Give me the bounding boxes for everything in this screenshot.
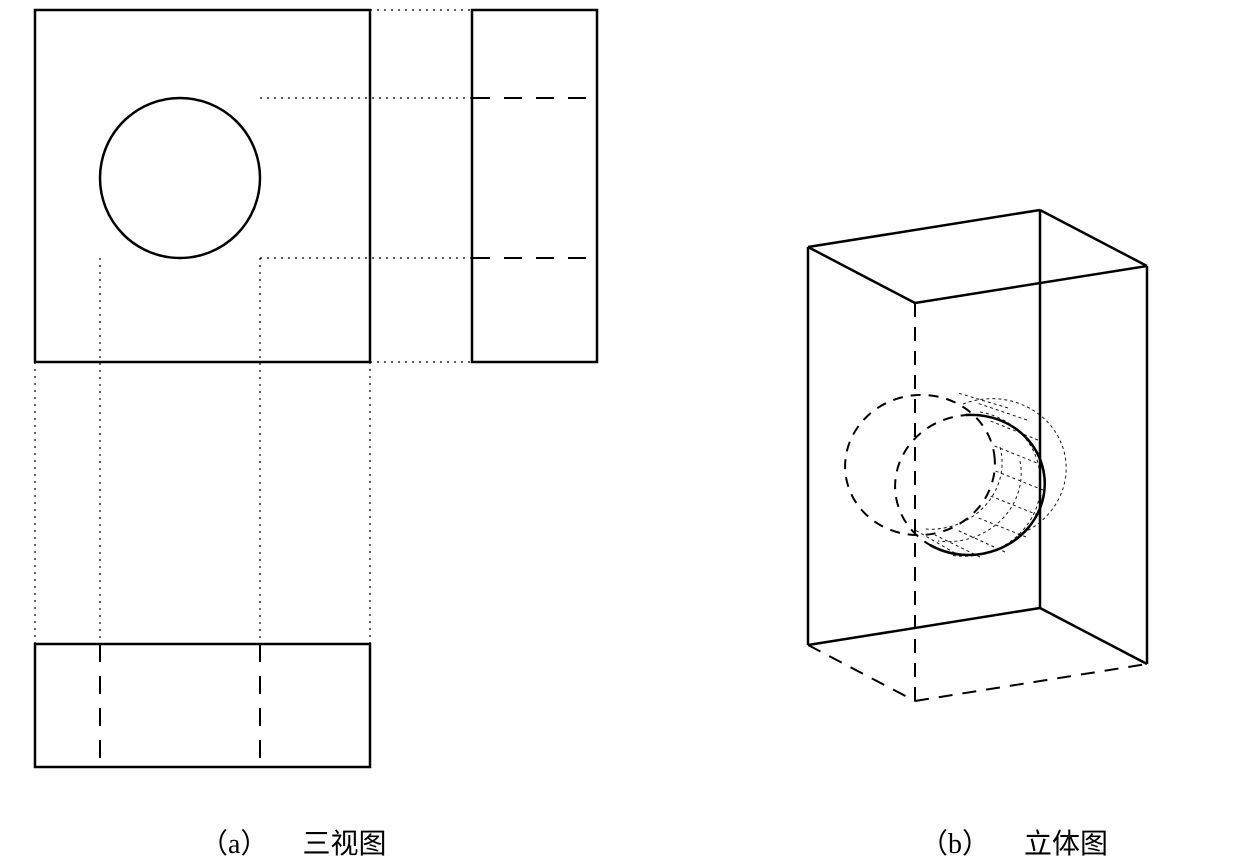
hole-front-ellipse bbox=[886, 405, 1054, 565]
projection-lines-horizontal bbox=[260, 10, 472, 362]
three-view-diagram bbox=[10, 4, 630, 794]
top-view bbox=[35, 644, 370, 767]
box-visible-edges bbox=[808, 210, 1147, 664]
box-hidden-edges bbox=[808, 303, 1147, 701]
caption-left: （a） 三视图 bbox=[200, 822, 386, 862]
caption-right-text: 立体图 bbox=[1024, 829, 1108, 860]
side-view bbox=[472, 10, 597, 362]
caption-right-marker: （b） bbox=[920, 829, 990, 860]
front-view bbox=[35, 10, 370, 362]
caption-right: （b） 立体图 bbox=[920, 822, 1108, 862]
caption-left-text: 三视图 bbox=[302, 829, 386, 860]
three-view-svg bbox=[10, 4, 630, 794]
caption-left-marker: （a） bbox=[200, 829, 268, 860]
hole-back-ellipse bbox=[836, 385, 1004, 545]
isometric-svg bbox=[780, 165, 1180, 765]
projection-lines-vertical bbox=[35, 258, 370, 644]
isometric-diagram bbox=[780, 165, 1180, 765]
